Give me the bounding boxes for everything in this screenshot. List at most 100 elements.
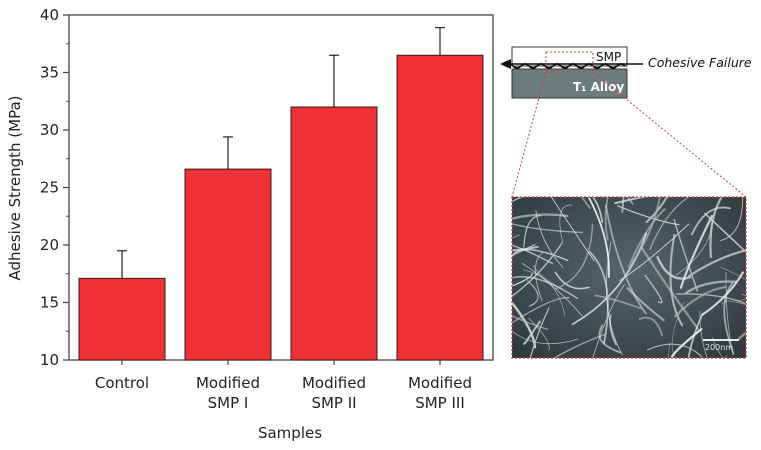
y-tick-label-30: 30 [40,121,59,139]
nanofiber [534,252,543,302]
bar-2 [184,168,272,361]
y-axis-ticks: 10 15 20 25 30 35 40 [40,6,69,369]
nanofiber [721,300,746,306]
nanofiber [598,324,621,354]
y-tick-label-25: 25 [40,179,59,197]
sem-micrograph: 200nm [483,156,761,359]
nanofiber [512,301,537,349]
nanofiber [709,197,723,258]
y-tick-label-20: 20 [40,236,59,254]
nanofiber [553,333,607,358]
x-tick-label-2-1: Modified [196,374,260,392]
nanofiber [701,271,745,316]
nanofiber [656,256,692,280]
nanofiber [527,156,581,195]
nanofiber [512,283,513,286]
nanofiber [673,218,699,292]
nanofiber [745,228,746,232]
nanofiber [687,249,746,278]
x-tick-label-1-1: Control [95,374,149,392]
nanofiber [752,259,761,274]
nanofiber [512,243,536,257]
nanofiber [751,236,761,271]
nanofiber [645,197,668,224]
nanofiber [594,294,642,310]
nanofiber [591,197,604,224]
nanofiber [529,307,550,358]
error-bars [117,27,445,279]
nanofiber [512,249,569,262]
nanofiber [614,197,648,205]
nanofiber [631,197,661,264]
x-tick-label-4-1: Modified [408,374,472,392]
nanofiber [679,214,714,289]
bars [78,54,484,361]
failure-label: Cohesive Failure [648,55,752,70]
nanofiber [512,330,578,345]
callout-line-left [511,71,547,198]
nanofiber [676,293,746,305]
nanofiber [720,266,746,281]
bar-3 [290,106,378,361]
nanofiber [649,197,690,251]
nanofiber [699,310,708,358]
nanofiber [512,213,569,220]
nanofiber [626,197,634,205]
nanofiber [724,355,728,358]
nanofiber [684,280,738,295]
scale-bar-label: 200nm [705,343,733,352]
bar-4 [396,54,484,361]
alloy-layer-label: T₁ Alloy [573,80,624,94]
y-tick-label-35: 35 [40,64,59,82]
nanofiber [559,204,573,243]
nanofiber [512,223,583,234]
nanofiber [528,317,550,351]
nanofiber [621,197,625,213]
x-tick-label-2-2: SMP I [208,394,249,412]
failure-arrow-head [500,59,511,69]
nanofiber [668,341,671,358]
nanofiber [626,287,665,322]
y-tick-label-15: 15 [40,294,59,312]
nanofiber [571,232,648,326]
nanofiber [587,197,610,278]
nanofiber [646,343,703,358]
nanofiber [521,262,583,317]
nanofiber [704,212,746,254]
y-tick-label-10: 10 [40,351,59,369]
nanofiber [512,273,533,287]
nanofiber [604,197,609,241]
x-tick-label-4-2: SMP III [415,394,465,412]
x-tick-label-3-2: SMP II [311,394,356,412]
nanofiber [483,247,511,283]
nanofiber [555,223,594,290]
nanofiber [640,246,699,330]
inset-diagram: SMP T₁ Alloy Cohesive Failure 200nm [483,46,761,359]
nanofiber [512,226,513,230]
nanofiber [523,215,542,248]
nanofiber [669,233,684,327]
alloy-layer [511,68,628,99]
nanofiber [690,206,732,236]
nanofiber [523,320,541,345]
nanofiber [580,197,591,210]
micrograph-border [511,196,747,359]
nanofiber [527,280,539,307]
x-axis-ticks: Control Modified SMP I Modified SMP II Modifi… [95,360,472,412]
callout-line-right [592,71,747,198]
bar-1 [78,277,166,361]
nanofiber [512,245,539,252]
nanofiber [554,271,590,290]
nanofiber [535,210,564,268]
nanofiber [512,276,579,300]
x-tick-label-3-1: Modified [302,374,366,392]
nanofibers [483,156,761,358]
nanofiber [512,242,563,297]
nanofiber [719,197,744,242]
nanofiber [644,274,663,304]
nanofiber [609,314,617,346]
nanofiber [512,315,549,331]
nanofiber [512,244,553,265]
callout-box [545,51,594,73]
